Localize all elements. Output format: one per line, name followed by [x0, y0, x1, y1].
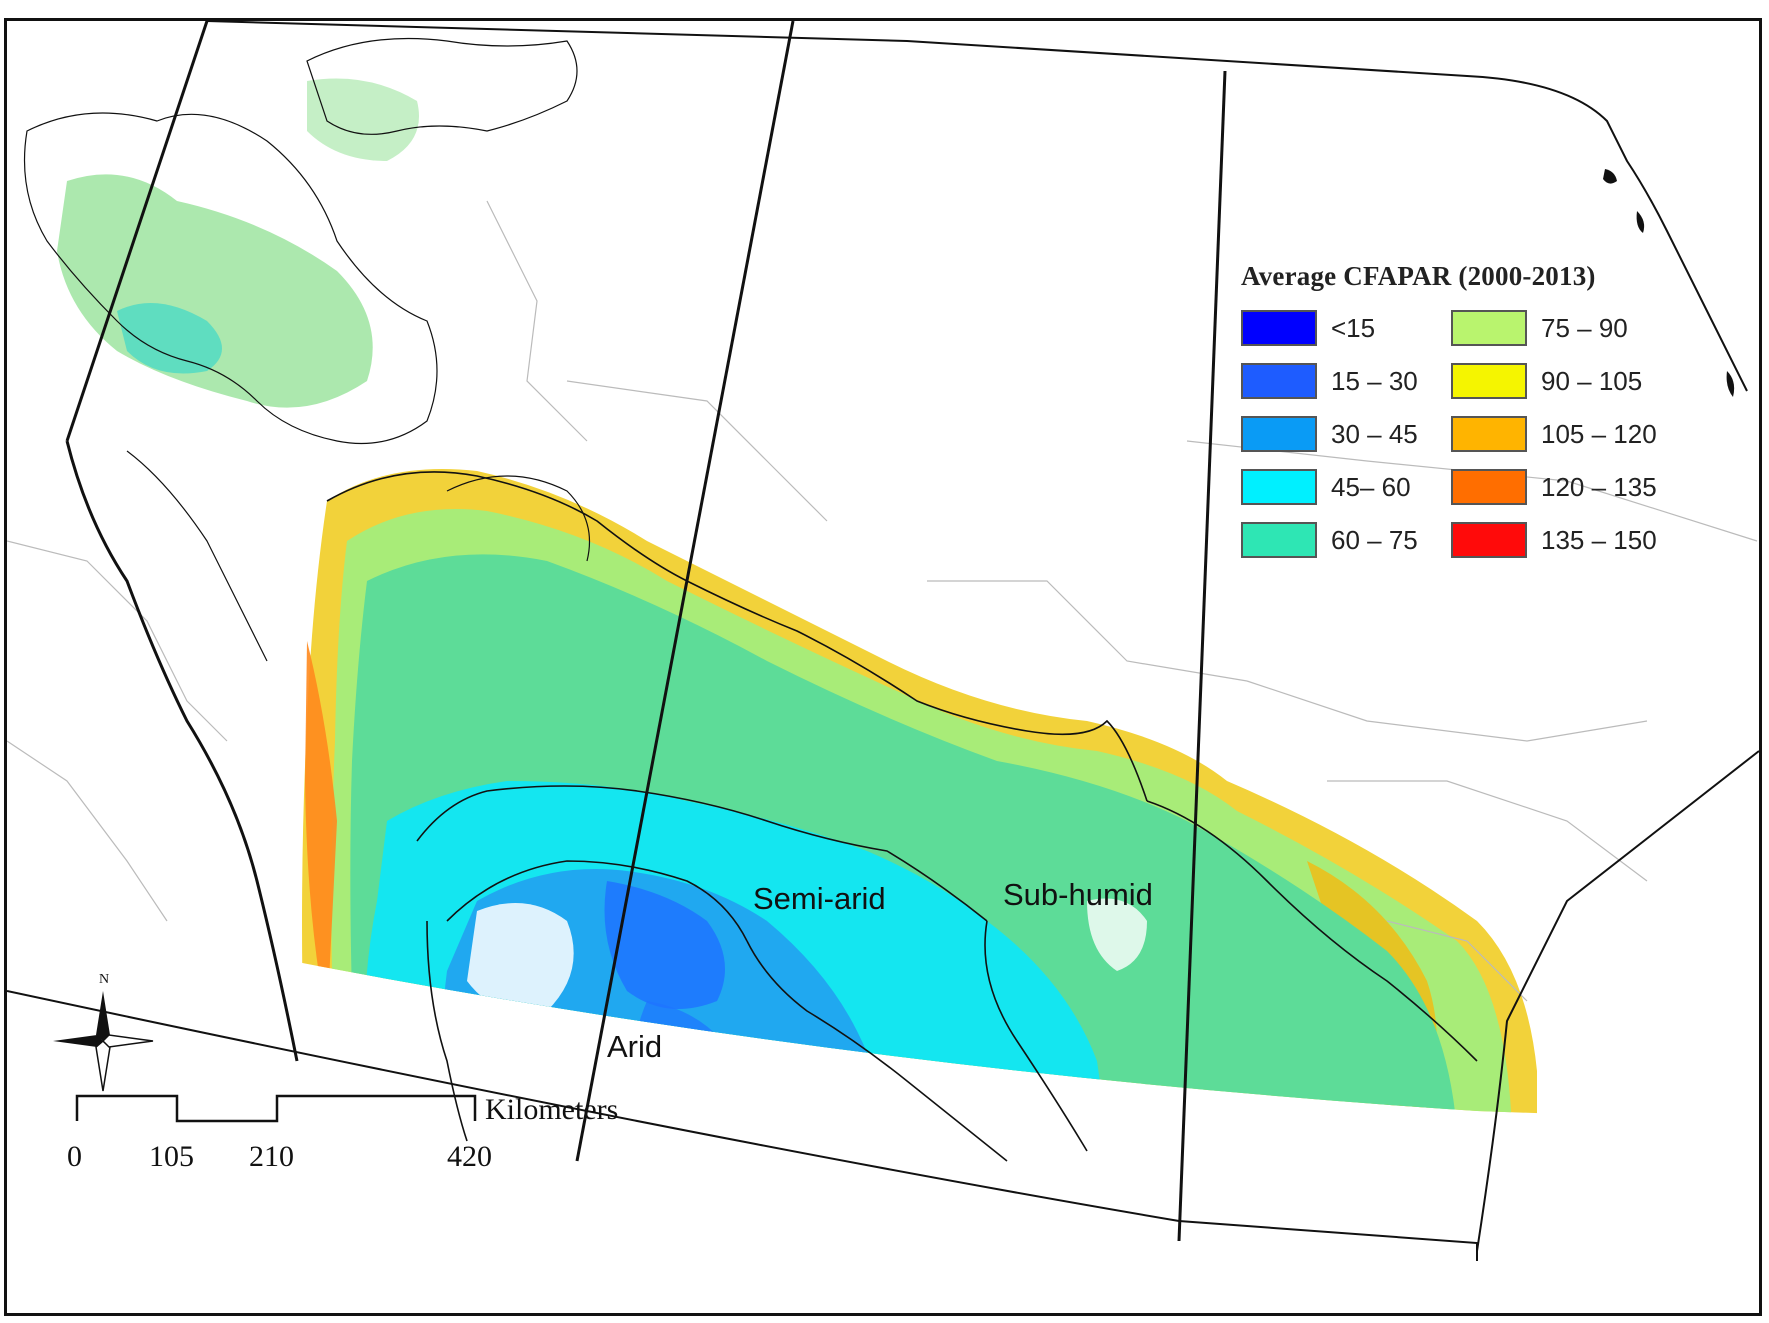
province-boundaries [65, 21, 1227, 1242]
watershed-outlines [23, 37, 591, 662]
legend-title: Average CFAPAR (2000-2013) [1241, 261, 1596, 291]
aridity-zone-boundaries [326, 471, 1478, 1162]
scale-tick-0: 0 [67, 1140, 82, 1173]
scale-tick-105: 105 [149, 1140, 194, 1173]
legend-swatch [1241, 469, 1317, 505]
scale-bar [75, 1094, 477, 1123]
legend-label: 45– 60 [1331, 471, 1411, 502]
scale-tick-420: 420 [447, 1140, 492, 1173]
lake-outline [1603, 169, 1735, 397]
legend-label: 60 – 75 [1331, 524, 1418, 555]
legend-item: 135 – 150 [1451, 522, 1661, 558]
zone-label-semi-arid: Semi-arid [753, 881, 886, 916]
legend-item: 105 – 120 [1451, 416, 1661, 452]
legend-item: 60 – 75 [1241, 522, 1447, 558]
north-label: N [99, 972, 109, 987]
north-arrow: N [53, 972, 154, 1092]
legend-grid: <15 75 – 90 15 – 30 90 – 105 30 – 45 105 – 12… [1241, 310, 1691, 558]
map-frame: N Kilometers 0 105 210 420 Arid Semi-ari… [4, 18, 1762, 1316]
district-boundaries [7, 200, 1758, 1002]
legend-label: 90 – 105 [1541, 365, 1643, 396]
legend-swatch [1241, 310, 1317, 346]
legend-swatch [1451, 363, 1527, 399]
scale-unit: Kilometers [485, 1093, 618, 1126]
map-canvas: N Kilometers 0 105 210 420 [7, 21, 1759, 1261]
legend-label: 75 – 90 [1541, 312, 1628, 343]
zone-label-sub-humid: Sub-humid [1003, 877, 1153, 912]
legend: Average CFAPAR (2000-2013) <15 75 – 90 15 … [1241, 261, 1691, 558]
legend-item: <15 [1241, 310, 1447, 346]
scale-tick-210: 210 [249, 1140, 294, 1173]
legend-label: 135 – 150 [1541, 524, 1657, 555]
legend-swatch [1451, 522, 1527, 558]
legend-item: 15 – 30 [1241, 363, 1447, 399]
legend-swatch [1241, 416, 1317, 452]
zone-label-arid: Arid [607, 1029, 663, 1064]
legend-item: 120 – 135 [1451, 469, 1661, 505]
country-border [7, 21, 1759, 1261]
legend-item: 45– 60 [1241, 469, 1447, 505]
cfapar-north-patch [57, 174, 373, 408]
legend-label: 120 – 135 [1541, 471, 1657, 502]
legend-label: <15 [1331, 312, 1376, 343]
legend-label: 15 – 30 [1331, 365, 1418, 396]
legend-swatch [1241, 522, 1317, 558]
legend-item: 30 – 45 [1241, 416, 1447, 452]
legend-label: 30 – 45 [1331, 418, 1418, 449]
legend-label: 105 – 120 [1541, 418, 1657, 449]
legend-swatch [1241, 363, 1317, 399]
legend-swatch [1451, 416, 1527, 452]
legend-item: 75 – 90 [1451, 310, 1661, 346]
legend-swatch [1451, 469, 1527, 505]
legend-swatch [1451, 310, 1527, 346]
legend-item: 90 – 105 [1451, 363, 1661, 399]
